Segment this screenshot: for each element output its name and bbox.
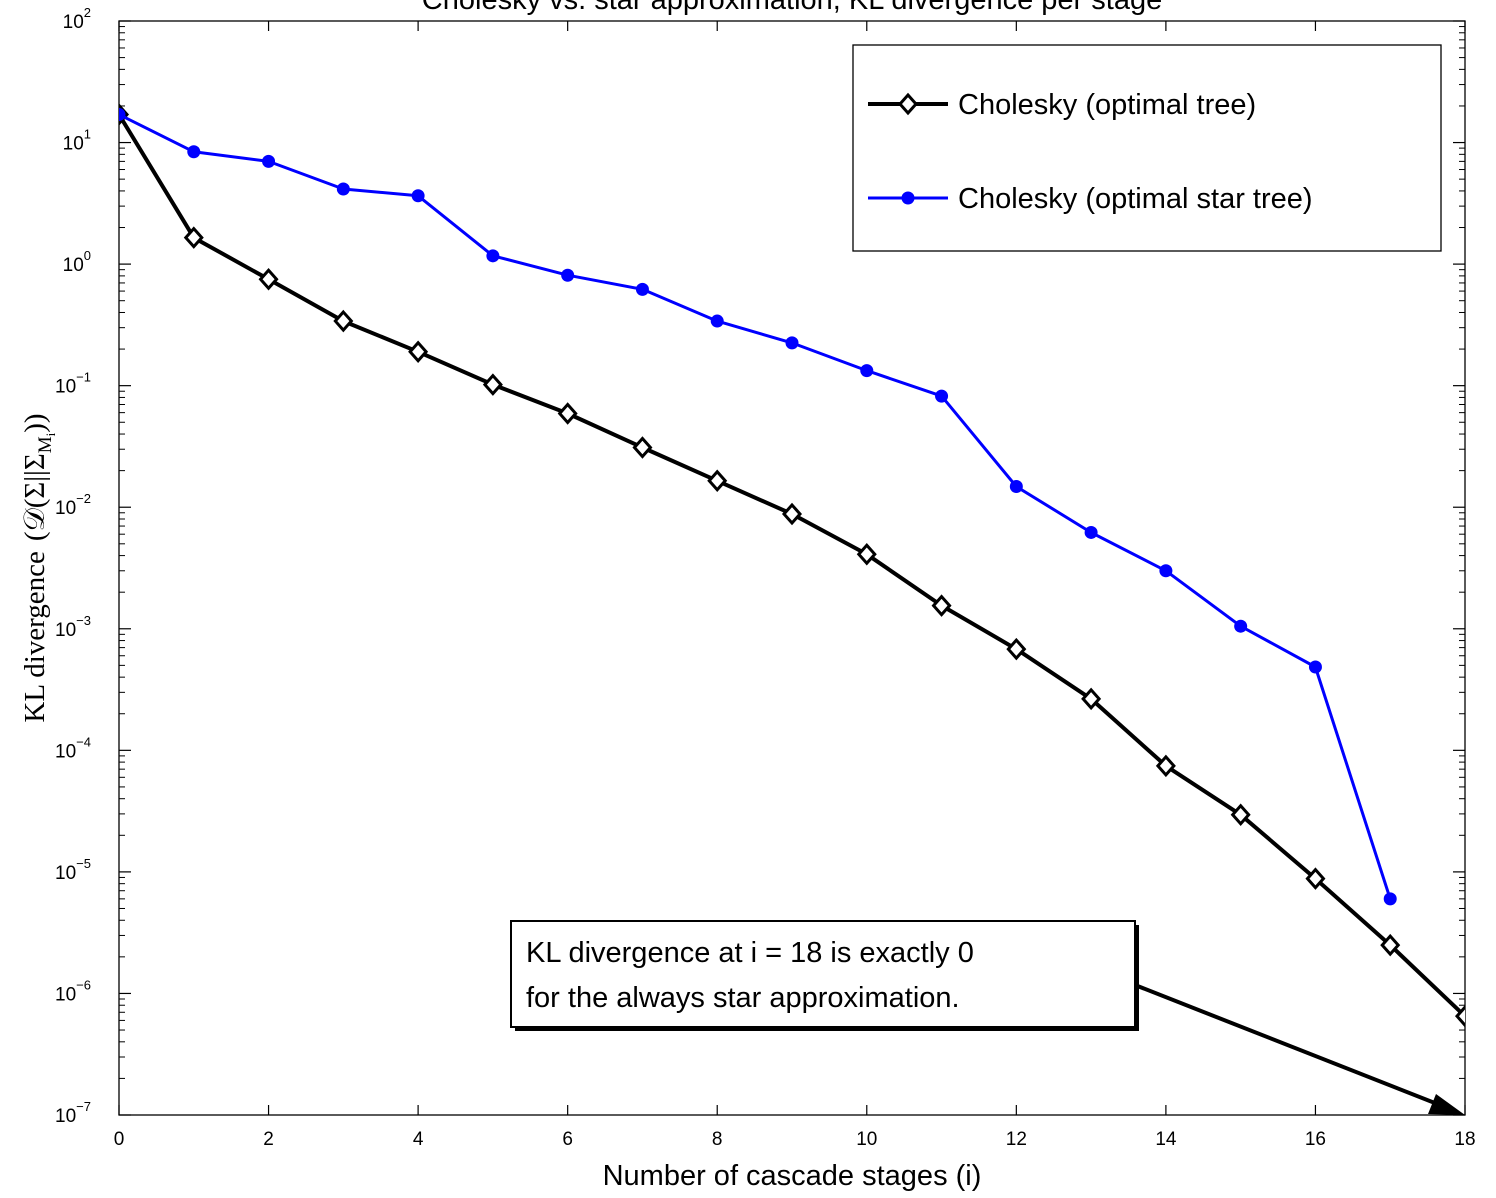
data-point — [1308, 660, 1322, 674]
data-point — [1454, 1004, 1465, 1028]
series-layer — [119, 103, 1465, 1028]
data-point — [860, 364, 874, 378]
data-point — [1081, 687, 1102, 711]
y-tick-label: 10−2 — [55, 491, 91, 519]
data-point — [561, 268, 575, 282]
annotation-line-2: for the always star approximation. — [526, 982, 960, 1014]
legend: Cholesky (optimal tree) Cholesky (optima… — [852, 44, 1442, 252]
chart-title: Cholesky vs. star approximation, KL dive… — [422, 0, 1162, 16]
legend-label-star: Cholesky (optimal star tree) — [958, 183, 1313, 215]
data-point — [1155, 754, 1176, 778]
x-tick-label: 6 — [562, 1129, 573, 1150]
x-axis-label: Number of cascade stages (i) — [603, 1160, 982, 1192]
y-tick-label: 101 — [63, 127, 91, 155]
annotation-line-1: KL divergence at i = 18 is exactly 0 — [526, 937, 974, 969]
y-tick-label: 102 — [63, 5, 91, 33]
y-axis-label-sub: M — [35, 436, 56, 453]
data-point — [1230, 803, 1251, 827]
data-point — [1159, 564, 1173, 578]
x-tick-label: 4 — [413, 1129, 424, 1150]
data-point — [557, 402, 578, 425]
x-tick-labels: 0 2 4 6 8 10 12 14 16 18 — [114, 1129, 1476, 1150]
y-tick-label: 10−5 — [55, 856, 91, 884]
y-tick-label: 10−3 — [55, 613, 91, 641]
x-tick-label: 16 — [1305, 1129, 1326, 1150]
axis-ticks — [118, 20, 1466, 1116]
y-axis-label-subsub: i — [43, 432, 58, 436]
data-point — [183, 226, 204, 249]
data-point — [1305, 867, 1326, 890]
data-point — [482, 373, 503, 396]
y-tick-label: 10−6 — [55, 977, 91, 1005]
plot-frame — [118, 20, 1466, 1116]
data-point — [1084, 525, 1098, 539]
x-tick-label: 8 — [712, 1129, 723, 1150]
data-point — [632, 436, 653, 459]
legend-label-tree: Cholesky (optimal tree) — [958, 89, 1256, 121]
x-tick-label: 2 — [263, 1129, 274, 1150]
data-point — [119, 108, 126, 122]
y-axis-label-close: )) — [19, 413, 51, 432]
data-point — [486, 249, 500, 263]
data-point — [635, 282, 649, 296]
annotation: KL divergence at i = 18 is exactly 0 for… — [510, 920, 1465, 1115]
data-point — [187, 145, 201, 159]
data-point — [931, 594, 952, 617]
data-point — [781, 502, 803, 526]
x-tick-label: 10 — [856, 1129, 877, 1150]
data-point — [1234, 619, 1248, 633]
x-tick-label: 18 — [1454, 1129, 1475, 1150]
data-point — [1383, 892, 1397, 906]
legend-marker-tree — [897, 92, 919, 116]
y-tick-label: 10−7 — [55, 1099, 91, 1127]
data-point — [707, 469, 728, 493]
legend-marker-star — [901, 191, 915, 205]
legend-box — [852, 44, 1442, 252]
data-point — [333, 309, 354, 333]
annotation-arrowhead — [1428, 1094, 1465, 1115]
annotation-arrow-shaft — [1134, 983, 1446, 1109]
data-point — [1006, 637, 1027, 661]
data-point — [336, 182, 350, 196]
y-tick-label: 100 — [63, 248, 91, 276]
data-point — [408, 340, 429, 364]
data-point — [1380, 933, 1401, 957]
annotation-box — [510, 920, 1136, 1028]
data-point — [710, 314, 724, 328]
data-point — [411, 189, 425, 203]
x-tick-label: 14 — [1155, 1129, 1177, 1150]
y-axis-label-prefix: KL divergence — [19, 551, 51, 723]
y-axis-label-math: (𝒟(Σ||Σ — [19, 453, 51, 541]
data-point — [258, 268, 279, 291]
x-tick-label: 0 — [114, 1129, 125, 1150]
y-axis-label: KL divergence (𝒟(Σ||ΣMi)) — [19, 413, 58, 722]
data-point — [262, 154, 276, 168]
data-point — [856, 543, 877, 566]
series-line-1 — [119, 113, 1392, 900]
data-point — [785, 336, 799, 350]
data-point — [935, 389, 949, 403]
x-tick-label: 12 — [1006, 1129, 1027, 1150]
y-tick-labels: 10−7 10−6 10−5 10−4 10−3 10−2 10−1 100 101 102 — [55, 5, 91, 1127]
y-tick-label: 10−1 — [55, 370, 91, 398]
y-tick-label: 10−4 — [55, 734, 91, 762]
data-point — [1009, 480, 1023, 494]
